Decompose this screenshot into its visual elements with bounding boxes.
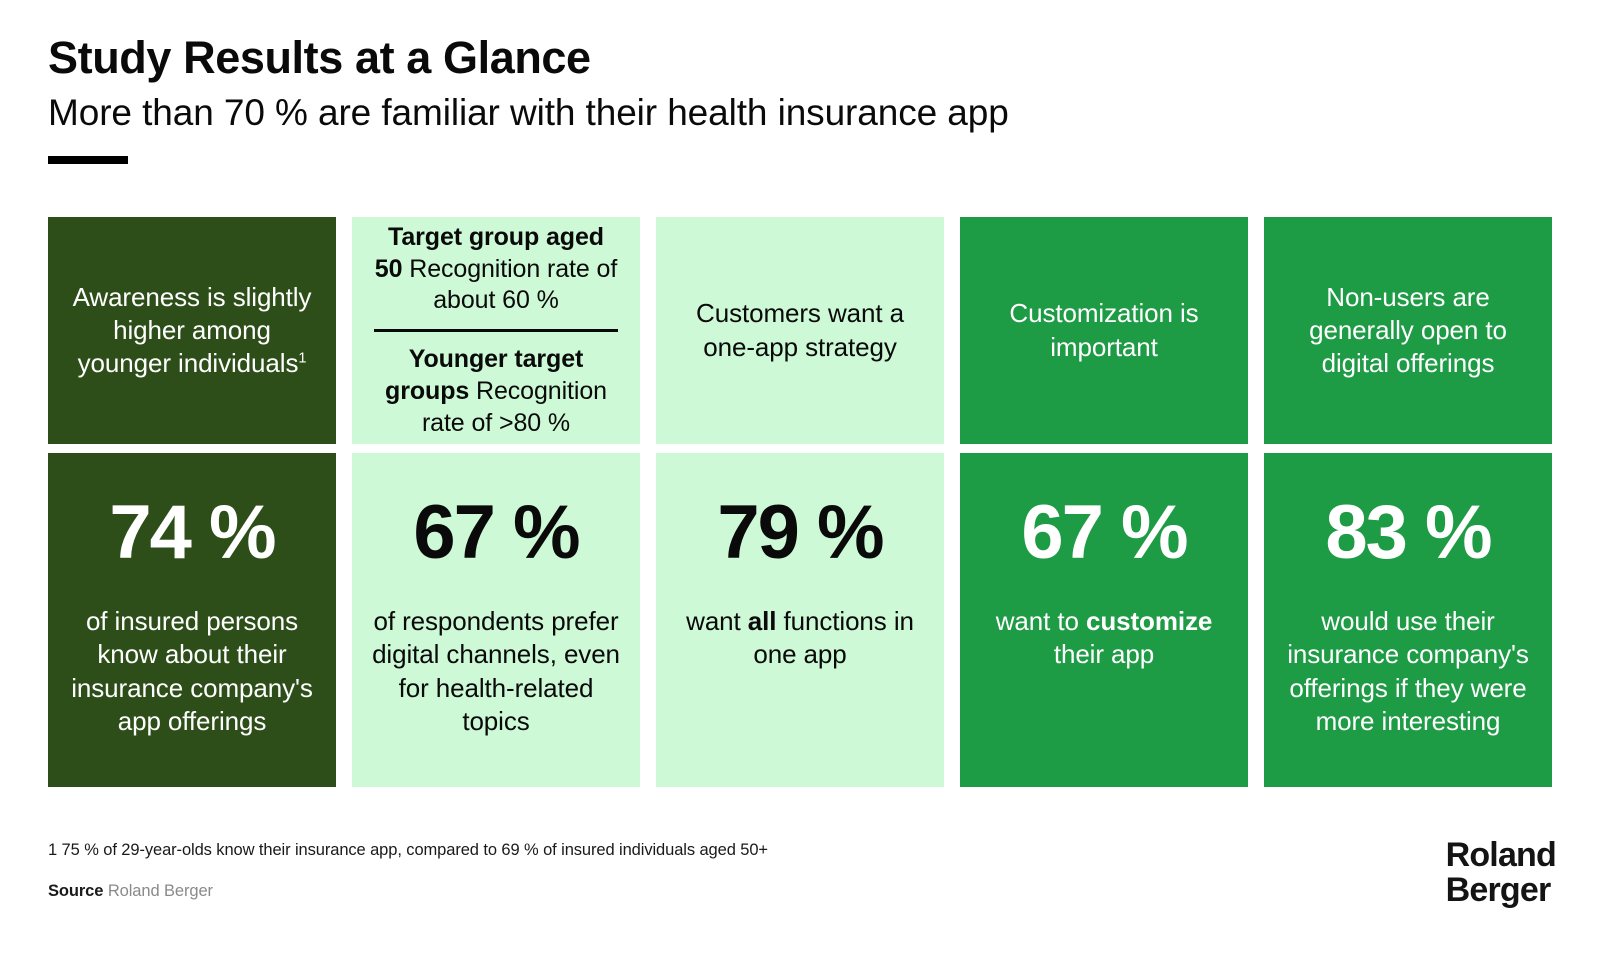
statement-card-1: Awareness is slightly higher among young… [48,217,336,444]
stat-description: want all functions in one app [676,605,924,672]
text-emphasis: Target group aged 50 [374,222,604,283]
stat-value: 83 % [1325,490,1492,575]
statement-card-content: Customization is important [980,297,1228,363]
statement-text: Non-users are generally open to digital … [1309,281,1507,378]
accent-bar [48,156,128,165]
logo-line-2: Berger [1445,871,1552,910]
source-value: Roland Berger [107,882,213,900]
stat-value: 79 % [717,490,884,575]
page-subtitle: More than 70 % are familiar with their h… [48,91,1009,133]
footnote-marker: 1 [298,350,307,367]
text-run: want [686,606,748,636]
text-run: Recognition rate of >80 % [421,376,607,437]
stat-description: would use their insurance company's offe… [1284,605,1532,738]
statement-card-4: Customization is important [960,217,1248,444]
statement-text: Customization is important [1009,298,1199,362]
text-run: want to [995,606,1086,636]
source-label: Source [48,882,104,900]
statement-card-3: Customers want a one-app strategy [656,217,944,444]
text-run: functions in one app [753,606,914,670]
stat-description: of respondents prefer digital channels, … [372,605,620,738]
footnote: 1 75 % of 29-year-olds know their insura… [48,841,768,859]
page-title: Study Results at a Glance [48,32,591,83]
card-grid: Awareness is slightly higher among young… [48,217,1552,787]
split-card-upper: Target group aged 50 Recognition rate of… [372,222,620,317]
stat-card-5: 83 % would use their insurance company's … [1264,453,1552,787]
statement-card-content: Non-users are generally open to digital … [1284,281,1532,380]
text-run: their app [1053,639,1155,670]
text-emphasis: customize [1086,606,1213,636]
text-emphasis: Younger target groups [385,345,584,405]
statement-card-content: Target group aged 50 Recognition rate of… [372,222,620,440]
source-line: Source Roland Berger [48,882,213,901]
stat-description: of insured persons know about their insu… [68,605,316,738]
text-run: of insured persons know about their insu… [71,606,313,736]
split-card-divider [374,329,618,332]
text-run: of respondents prefer digital channels, … [372,606,620,736]
text-run: would use their insurance company's offe… [1287,606,1529,736]
stat-card-content: 67 % want to customize their app [980,495,1228,672]
stat-description: want to customize their app [980,605,1228,672]
statement-text: Awareness is slightly higher among young… [72,281,312,378]
stat-card-2: 67 % of respondents prefer digital channe… [352,453,640,787]
stat-card-content: 79 % want all functions in one app [676,495,924,672]
statement-card-5: Non-users are generally open to digital … [1264,217,1552,444]
stat-value: 67 % [413,490,580,575]
stat-card-4: 67 % want to customize their app [960,453,1248,787]
logo-line-1: Roland [1445,836,1557,874]
statement-text: Customers want a one-app strategy [696,298,904,362]
stat-card-content: 67 % of respondents prefer digital channe… [372,495,620,738]
stat-value: 74 % [109,490,276,575]
stat-card-3: 79 % want all functions in one app [656,453,944,787]
statement-card-content: Awareness is slightly higher among young… [68,281,316,380]
roland-berger-logo: Roland Berger [1445,836,1557,910]
stat-card-content: 74 % of insured persons know about their … [68,495,316,738]
statement-card-2: Target group aged 50 Recognition rate of… [352,217,640,444]
statement-card-content: Customers want a one-app strategy [676,297,924,363]
stat-card-1: 74 % of insured persons know about their … [48,453,336,787]
split-card-lower: Younger target groups Recognition rate o… [372,344,620,439]
header: Study Results at a Glance More than 70 %… [48,32,1552,165]
text-emphasis: all [747,606,777,636]
stat-value: 67 % [1021,490,1188,575]
stat-card-content: 83 % would use their insurance company's … [1284,495,1532,738]
text-run: Recognition rate of about 60 % [402,254,618,315]
